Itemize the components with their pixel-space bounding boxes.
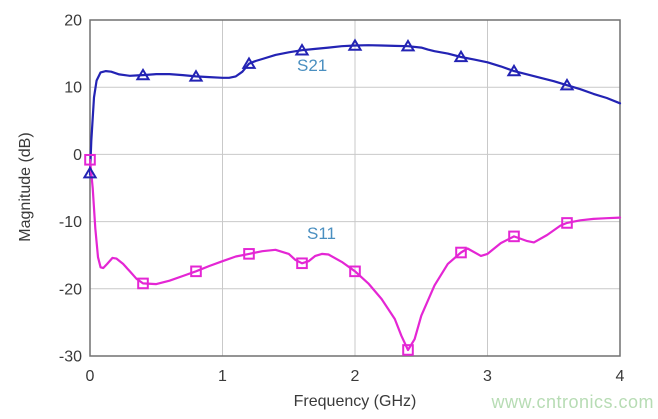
axis-frame	[89, 19, 621, 357]
s21-marker	[82, 166, 98, 179]
s11-marker	[137, 277, 149, 290]
s11-marker	[349, 265, 361, 278]
s21-marker	[506, 63, 522, 77]
s11-marker	[243, 248, 255, 260]
x-tick-label: 0	[86, 368, 95, 385]
x-tick-label: 1	[218, 368, 227, 385]
s21-marker	[400, 39, 416, 52]
s11-marker	[455, 246, 467, 259]
s21-marker	[241, 56, 257, 69]
x-axis-title: Frequency (GHz)	[293, 393, 417, 410]
s21-marker	[188, 69, 204, 82]
s21-marker	[347, 38, 363, 51]
x-tick-label: 2	[351, 368, 360, 385]
s11-marker	[84, 153, 96, 166]
s11-marker	[508, 230, 520, 243]
y-tick-label: 20	[64, 13, 82, 30]
s21-marker	[135, 67, 151, 81]
s21-marker	[559, 78, 575, 91]
y-tick-label: 10	[64, 80, 82, 97]
s11-marker	[561, 217, 573, 229]
s11-marker	[296, 257, 308, 270]
s21-marker	[294, 43, 310, 56]
y-axis-title: Magnitude (dB)	[17, 132, 34, 242]
x-tick-label: 4	[616, 368, 625, 385]
s11-curve	[88, 158, 622, 352]
y-tick-label: -30	[59, 349, 82, 366]
s11-series-label: S11	[307, 224, 336, 243]
s21-marker	[453, 49, 469, 63]
y-tick-label: 0	[73, 147, 82, 164]
y-tick-label: -20	[59, 281, 82, 298]
x-tick-label: 3	[483, 368, 492, 385]
y-tick-label: -10	[59, 214, 82, 231]
s11-marker	[402, 344, 414, 356]
s11-marker	[190, 265, 202, 278]
watermark-text: www.cntronics.com	[491, 392, 654, 412]
s21-series-label: S21	[297, 56, 328, 75]
s21-curve	[88, 44, 622, 176]
